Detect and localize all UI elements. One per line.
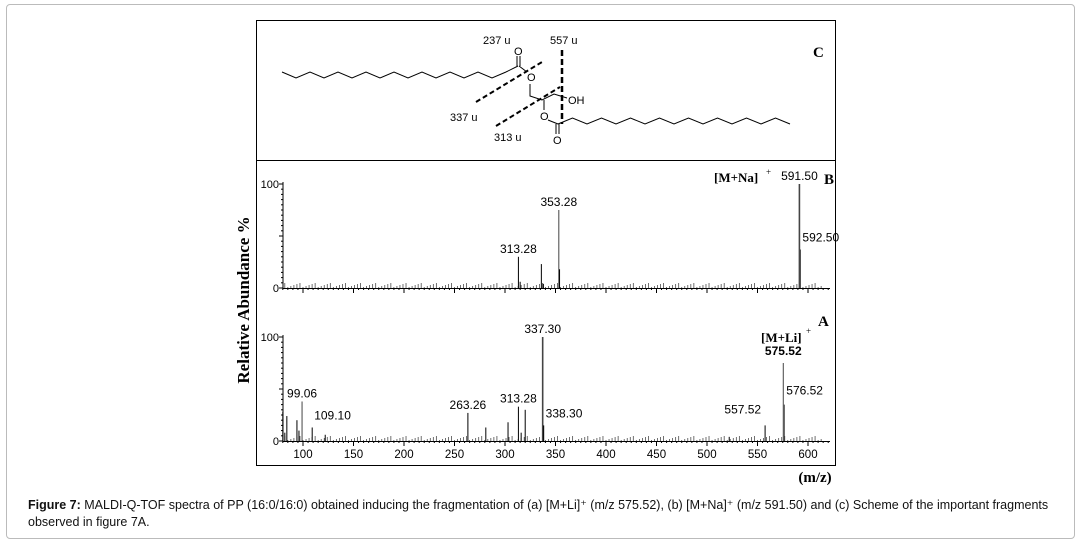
panel-label-c: C: [813, 45, 824, 61]
y-tick-label: 0: [273, 283, 279, 295]
cleavage-line-313: [495, 86, 561, 127]
panel-label-b: B: [824, 172, 834, 188]
peak-label: 353.28: [540, 195, 577, 209]
peak-label: 313.28: [500, 392, 537, 406]
x-tick-label: 350: [546, 449, 565, 461]
fragment-label: 237 u: [483, 35, 511, 47]
fragment-label: 557 u: [550, 35, 578, 47]
x-tick-label: 550: [748, 449, 767, 461]
peak-label: 109.10: [314, 408, 351, 422]
cleavage-line-337: [475, 61, 543, 103]
panel-label-a: A: [818, 314, 829, 330]
peak-label: 263.26: [450, 398, 487, 412]
x-tick-label: 400: [596, 449, 615, 461]
peak-label: 313.28: [500, 242, 537, 256]
ion-label-li: [M+Li]: [761, 330, 802, 345]
peak-label: 591.50: [781, 169, 818, 183]
x-tick-label: 600: [798, 449, 817, 461]
x-tick-label: 500: [697, 449, 716, 461]
bond: [547, 119, 559, 125]
ion-charge: +: [806, 326, 811, 336]
atom-oh: OH: [568, 95, 585, 107]
ion-label-na: [M+Na]: [714, 170, 758, 185]
x-tick-label: 450: [647, 449, 666, 461]
fragment-label: 337 u: [450, 112, 478, 124]
peak-label: 338.30: [546, 406, 583, 420]
peak-label: 337.30: [524, 322, 561, 336]
figure-frame: [6, 4, 1075, 539]
y-tick-label: 100: [261, 332, 279, 344]
peak-label: 576.52: [786, 384, 823, 398]
acyl-chain-1: [281, 71, 507, 79]
x-tick-label: 150: [344, 449, 363, 461]
peak-label: 99.06: [287, 386, 317, 400]
acyl-chain-2: [557, 117, 791, 125]
x-tick-label: 100: [293, 449, 312, 461]
caption-label: Figure 7:: [28, 498, 81, 512]
figure-caption: Figure 7: MALDI-Q-TOF spectra of PP (16:…: [28, 497, 1068, 531]
fragment-label: 313 u: [494, 132, 522, 144]
atom-o: O: [553, 135, 562, 147]
atom-o: O: [514, 46, 523, 58]
ion-charge: +: [766, 167, 771, 177]
atom-o: O: [527, 72, 536, 84]
y-axis-label: Relative Abundance %: [234, 216, 253, 383]
y-tick-label: 0: [273, 436, 279, 448]
atom-o: O: [540, 111, 549, 123]
caption-text: MALDI-Q-TOF spectra of PP (16:0/16:0) ob…: [28, 498, 1049, 529]
peak-label: 575.52: [765, 344, 802, 358]
x-tick-label: 250: [445, 449, 464, 461]
glycerol-backbone: [529, 84, 568, 101]
x-tick-label: 200: [394, 449, 413, 461]
y-tick-label: 100: [261, 179, 279, 191]
peak-label: 592.50: [802, 231, 839, 245]
plot-box: [256, 20, 836, 466]
x-axis-label: (m/z): [798, 470, 831, 486]
x-tick-label: 300: [495, 449, 514, 461]
peak-label: 557.52: [724, 402, 761, 416]
bond: [505, 65, 519, 73]
